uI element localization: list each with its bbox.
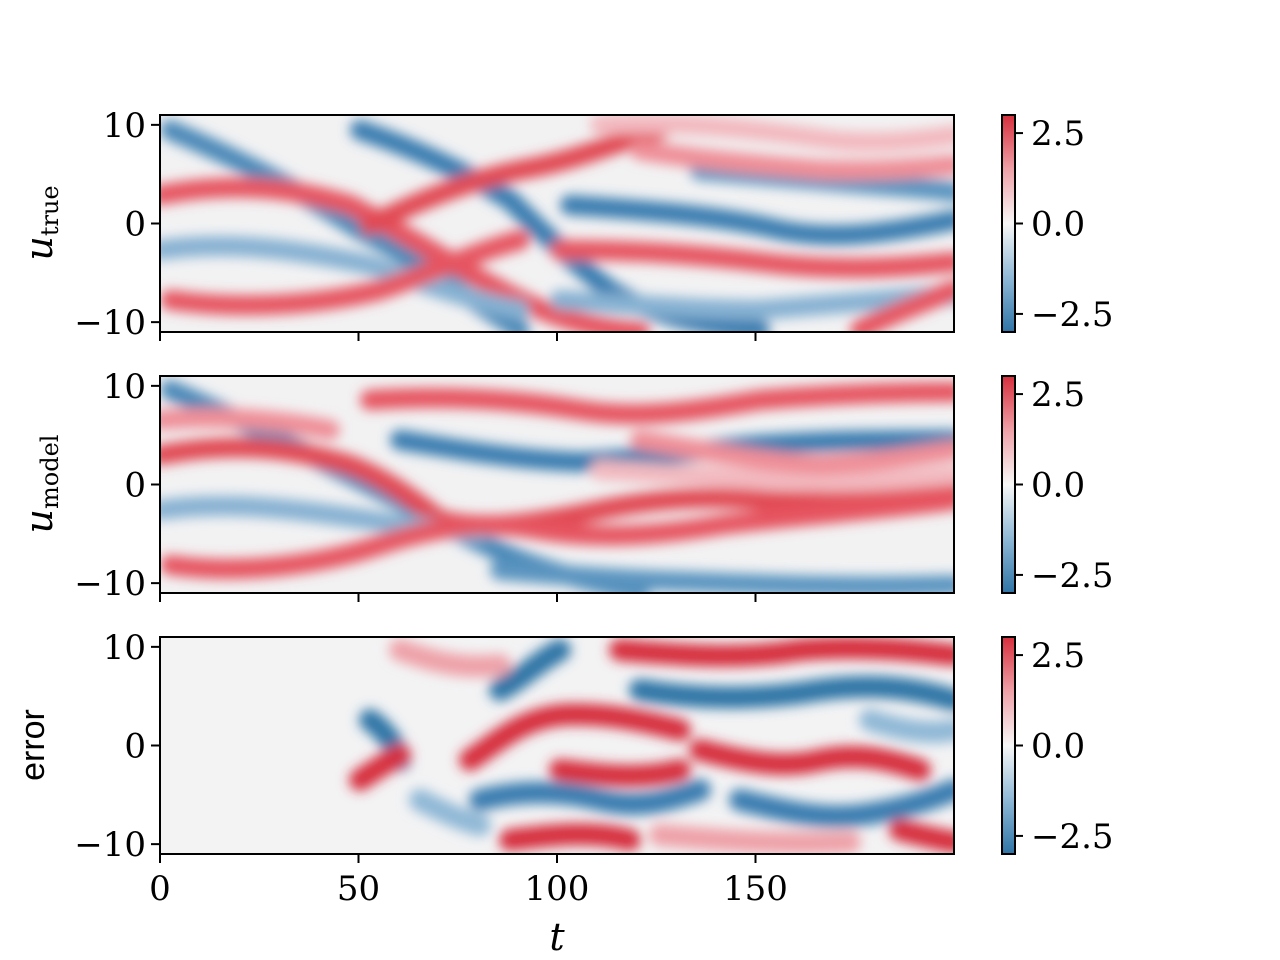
colorbar-tick-label: −2.5 <box>1031 556 1114 596</box>
colorbar-tick-label: 0.0 <box>1031 205 1085 245</box>
colorbar-tick-label: 2.5 <box>1031 636 1085 676</box>
colorbar-tick-label: 0.0 <box>1031 466 1085 506</box>
y-tick-label: 10 <box>103 367 146 407</box>
y-tick-label: 10 <box>103 628 146 668</box>
x-axis-label: t <box>549 915 565 959</box>
colorbar-gradient <box>1001 114 1016 333</box>
y-tick-label: 0 <box>124 727 146 767</box>
y-axis-ticks: 10 0 −10 <box>74 367 160 604</box>
x-tick-label: 100 <box>525 869 590 909</box>
y-axis-ticks: 10 0 −10 <box>74 628 160 865</box>
x-tick-label: 150 <box>723 869 788 909</box>
y-tick-label: −10 <box>74 303 146 343</box>
y-axis-ticks: 10 0 −10 <box>74 106 160 343</box>
colorbar-tick-label: −2.5 <box>1031 295 1114 335</box>
colorbar-tick-label: −2.5 <box>1031 817 1114 857</box>
x-axis-ticks <box>159 332 757 341</box>
colorbar-gradient <box>1001 375 1016 594</box>
heatmap-u-model <box>160 376 954 593</box>
y-axis-label: error <box>14 709 52 781</box>
y-tick-label: 0 <box>124 205 146 245</box>
y-tick-label: 0 <box>124 466 146 506</box>
x-axis-ticks <box>159 593 757 602</box>
y-tick-label: 10 <box>103 106 146 146</box>
y-tick-label: −10 <box>74 564 146 604</box>
panel-u-model: 10 0 −10 umodel 2.5 0.0 −2.5 <box>17 367 1114 604</box>
colorbar-tick-label: 2.5 <box>1031 375 1085 415</box>
colorbar-tick-label: 2.5 <box>1031 114 1085 154</box>
heatmap-error <box>160 637 954 854</box>
colorbar: 2.5 0.0 −2.5 <box>1001 114 1114 335</box>
colorbar-tick-label: 0.0 <box>1031 727 1085 767</box>
colorbar-gradient <box>1001 636 1016 855</box>
colorbar: 2.5 0.0 −2.5 <box>1001 636 1114 857</box>
y-axis-label: utrue <box>17 185 64 260</box>
x-tick-label: 0 <box>149 869 171 909</box>
y-axis-label: umodel <box>17 435 64 534</box>
y-tick-label: −10 <box>74 825 146 865</box>
heatmap-u-true <box>160 115 954 332</box>
panel-u-true: 10 0 −10 utrue 2.5 0.0 −2.5 <box>17 106 1114 343</box>
x-axis-ticks: 0 50 100 150 <box>149 854 788 909</box>
x-tick-label: 50 <box>337 869 380 909</box>
colorbar: 2.5 0.0 −2.5 <box>1001 375 1114 596</box>
panel-error: 100−10 0 50 100 150 error t 2.50.0−2.5 <box>14 628 1114 959</box>
